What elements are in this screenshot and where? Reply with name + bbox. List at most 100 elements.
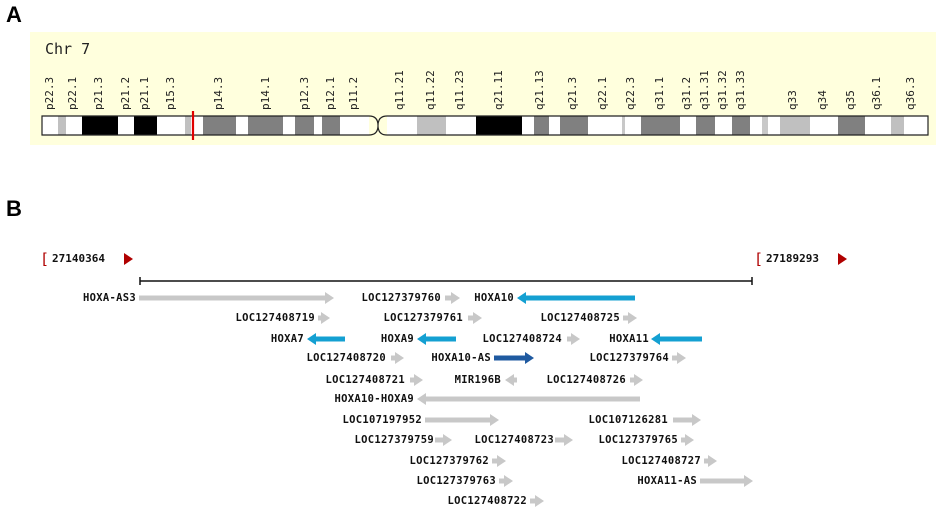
chromosome-band bbox=[732, 116, 750, 135]
chromosome-band bbox=[248, 116, 283, 135]
gene-label[interactable]: LOC107197952 bbox=[342, 414, 422, 426]
gene-label[interactable]: LOC127408723 bbox=[474, 434, 554, 446]
chromosome-band bbox=[534, 116, 549, 135]
chromosome-band bbox=[696, 116, 715, 135]
arrow-right-icon[interactable] bbox=[318, 312, 330, 324]
chromosome-band bbox=[904, 116, 928, 135]
chromosome-band bbox=[203, 116, 236, 135]
chromosome-band bbox=[750, 116, 762, 135]
bracket-icon: [ bbox=[40, 250, 50, 268]
chromosome-band bbox=[42, 116, 58, 135]
chromosome-band bbox=[891, 116, 904, 135]
chromosome-band bbox=[622, 116, 625, 135]
chromosome-band bbox=[236, 116, 248, 135]
chromosome-band bbox=[134, 116, 157, 135]
scale-bar bbox=[139, 277, 753, 285]
gene-label[interactable]: LOC127408727 bbox=[621, 455, 701, 467]
gene-label[interactable]: HOXA11-AS bbox=[637, 475, 697, 487]
gene-label[interactable]: HOXA7 bbox=[270, 333, 304, 345]
gene-label[interactable]: MIR196B bbox=[454, 374, 501, 386]
gene-label[interactable]: LOC127408725 bbox=[540, 312, 620, 324]
chromosome-band bbox=[865, 116, 891, 135]
start-coordinate: 27140364 bbox=[52, 252, 105, 265]
gene-label[interactable]: LOC127379760 bbox=[361, 292, 441, 304]
arrow-right-icon[interactable] bbox=[623, 312, 637, 324]
chromosome-band bbox=[768, 116, 780, 135]
chromosome-band bbox=[340, 116, 369, 135]
arrow-left-icon[interactable] bbox=[517, 292, 635, 304]
arrow-right-icon[interactable] bbox=[673, 414, 701, 426]
gene-label[interactable]: HOXA9 bbox=[380, 333, 414, 345]
arrow-right-icon[interactable] bbox=[139, 292, 334, 304]
arrow-right-icon[interactable] bbox=[499, 475, 513, 487]
arrow-right-icon[interactable] bbox=[704, 455, 717, 467]
chromosome-band bbox=[446, 116, 476, 135]
arrow-right-icon[interactable] bbox=[672, 352, 686, 364]
chromosome-outline bbox=[41, 115, 929, 136]
gene-label[interactable]: LOC127408719 bbox=[235, 312, 315, 324]
gene-label[interactable]: LOC127379763 bbox=[416, 475, 496, 487]
gene-label[interactable]: LOC127408722 bbox=[447, 495, 527, 507]
gene-label[interactable]: LOC127379759 bbox=[354, 434, 434, 446]
arrow-left-icon[interactable] bbox=[505, 374, 517, 386]
arrow-right-icon[interactable] bbox=[494, 352, 534, 364]
chromosome-band bbox=[522, 116, 534, 135]
arrow-right-icon[interactable] bbox=[391, 352, 404, 364]
gene-label[interactable]: LOC107126281 bbox=[588, 414, 668, 426]
chromosome-band bbox=[58, 116, 66, 135]
gene-label[interactable]: LOC127408720 bbox=[306, 352, 386, 364]
chromosome-band bbox=[549, 116, 560, 135]
arrow-right-icon[interactable] bbox=[530, 495, 544, 507]
chromosome-band bbox=[680, 116, 696, 135]
chromosome-band bbox=[322, 116, 340, 135]
arrow-right-icon[interactable] bbox=[445, 292, 460, 304]
chromosome-band bbox=[762, 116, 768, 135]
arrow-right-icon[interactable] bbox=[681, 434, 694, 446]
gene-label[interactable]: LOC127379764 bbox=[589, 352, 669, 364]
chromosome-band bbox=[66, 116, 82, 135]
scroll-right-icon[interactable] bbox=[124, 253, 133, 265]
chromosome-band bbox=[560, 116, 588, 135]
chromosome-band bbox=[780, 116, 810, 135]
chromosome-band bbox=[118, 116, 134, 135]
chromosome-band bbox=[417, 116, 446, 135]
chromosome-band bbox=[283, 116, 295, 135]
panel-b-label: B bbox=[6, 196, 22, 221]
gene-label[interactable]: LOC127379765 bbox=[598, 434, 678, 446]
gene-label[interactable]: LOC127408721 bbox=[325, 374, 405, 386]
chromosome-band bbox=[185, 116, 191, 135]
chromosome-band bbox=[588, 116, 622, 135]
bracket-icon: [ bbox=[754, 250, 764, 268]
gene-label[interactable]: LOC127379762 bbox=[409, 455, 489, 467]
gene-label[interactable]: LOC127408726 bbox=[546, 374, 626, 386]
arrow-right-icon[interactable] bbox=[468, 312, 482, 324]
arrow-right-icon[interactable] bbox=[555, 434, 573, 446]
chromosome-band bbox=[641, 116, 680, 135]
gene-label[interactable]: LOC127379761 bbox=[383, 312, 463, 324]
gene-label[interactable]: HOXA10 bbox=[474, 292, 514, 304]
arrow-right-icon[interactable] bbox=[567, 333, 580, 345]
arrow-left-icon[interactable] bbox=[417, 333, 456, 345]
arrow-right-icon[interactable] bbox=[410, 374, 423, 386]
arrow-right-icon[interactable] bbox=[435, 434, 452, 446]
gene-label[interactable]: HOXA-AS3 bbox=[83, 292, 136, 304]
arrow-right-icon[interactable] bbox=[492, 455, 506, 467]
gene-label[interactable]: HOXA10-HOXA9 bbox=[334, 393, 414, 405]
arrow-left-icon[interactable] bbox=[307, 333, 345, 345]
arrow-right-icon[interactable] bbox=[425, 414, 499, 426]
arrow-right-icon[interactable] bbox=[630, 374, 643, 386]
arrow-left-icon[interactable] bbox=[651, 333, 702, 345]
chromosome-band bbox=[715, 116, 732, 135]
chromosome-band bbox=[810, 116, 838, 135]
chromosome-ideogram bbox=[41, 111, 929, 140]
gene-label[interactable]: LOC127408724 bbox=[482, 333, 562, 345]
arrow-left-icon[interactable] bbox=[417, 393, 640, 405]
chromosome-band bbox=[82, 116, 118, 135]
arrow-right-icon[interactable] bbox=[700, 475, 753, 487]
chromosome-band bbox=[295, 116, 314, 135]
gene-label[interactable]: HOXA10-AS bbox=[431, 352, 491, 364]
gene-label[interactable]: HOXA11 bbox=[609, 333, 649, 345]
panel-a-label: A bbox=[6, 2, 22, 27]
scroll-right-icon[interactable] bbox=[838, 253, 847, 265]
